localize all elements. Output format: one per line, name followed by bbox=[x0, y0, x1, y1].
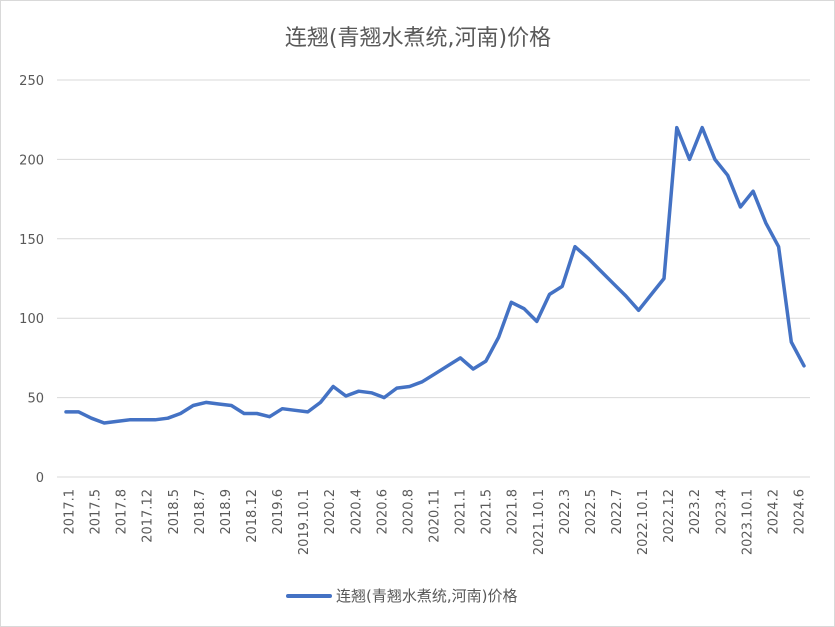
x-tick-label: 2017.5 bbox=[89, 489, 104, 535]
y-tick-label: 0 bbox=[36, 471, 44, 486]
x-tick-label: 2018.5 bbox=[167, 489, 182, 535]
x-tick-label: 2018.12 bbox=[245, 489, 260, 543]
y-tick-label: 100 bbox=[19, 312, 44, 327]
chart-title: 连翘(青翘水煮统,河南)价格 bbox=[285, 26, 551, 51]
x-tick-label: 2020.4 bbox=[349, 489, 364, 535]
x-tick-label: 2020.8 bbox=[401, 489, 416, 535]
x-tick-label: 2021.5 bbox=[480, 489, 495, 535]
y-tick-label: 50 bbox=[27, 392, 44, 407]
y-tick-label: 250 bbox=[19, 74, 44, 89]
x-tick-label: 2023.10.1 bbox=[740, 489, 755, 555]
x-tick-label: 2021.8 bbox=[506, 489, 521, 535]
x-tick-label: 2023.4 bbox=[714, 489, 729, 535]
x-tick-label: 2018.7 bbox=[193, 489, 208, 535]
gridlines bbox=[57, 79, 810, 478]
x-tick-label: 2024.2 bbox=[766, 489, 781, 535]
x-tick-label: 2018.9 bbox=[219, 489, 234, 535]
x-tick-label: 2022.5 bbox=[584, 489, 599, 535]
x-tick-label: 2022.3 bbox=[558, 489, 573, 535]
legend-label: 连翘(青翘水煮统,河南)价格 bbox=[336, 587, 517, 605]
y-tick-label: 150 bbox=[19, 233, 44, 248]
legend[interactable]: 连翘(青翘水煮统,河南)价格 bbox=[286, 587, 517, 605]
x-tick-label: 2022.10.1 bbox=[636, 489, 651, 555]
x-tick-label: 2023.2 bbox=[688, 489, 703, 535]
x-tick-label: 2019.10.1 bbox=[297, 489, 312, 555]
y-tick-label: 200 bbox=[19, 153, 44, 168]
series-line bbox=[64, 125, 806, 425]
x-tick-label: 2022.12 bbox=[662, 489, 677, 543]
x-tick-label: 2019.6 bbox=[271, 489, 286, 535]
x-tick-label: 2017.8 bbox=[115, 489, 130, 535]
x-tick-label: 2017.1 bbox=[63, 489, 78, 535]
x-tick-label: 2020.6 bbox=[375, 489, 390, 535]
x-tick-label: 2021.1 bbox=[454, 489, 469, 535]
series-layer bbox=[64, 125, 806, 425]
x-tick-label: 2020.2 bbox=[323, 489, 338, 535]
x-tick-label: 2021.10.1 bbox=[532, 489, 547, 555]
x-tick-label: 2022.7 bbox=[610, 489, 625, 535]
x-tick-label: 2024.6 bbox=[793, 489, 808, 535]
y-axis-ticks: 0 50 100 150 200 250 bbox=[19, 74, 44, 486]
x-axis-ticks: 2017.1 2017.5 2017.8 2017.12 2018.5 2018.7 201… bbox=[63, 489, 808, 555]
x-tick-label: 2020.11 bbox=[428, 489, 443, 543]
x-tick-label: 2017.12 bbox=[141, 489, 156, 543]
